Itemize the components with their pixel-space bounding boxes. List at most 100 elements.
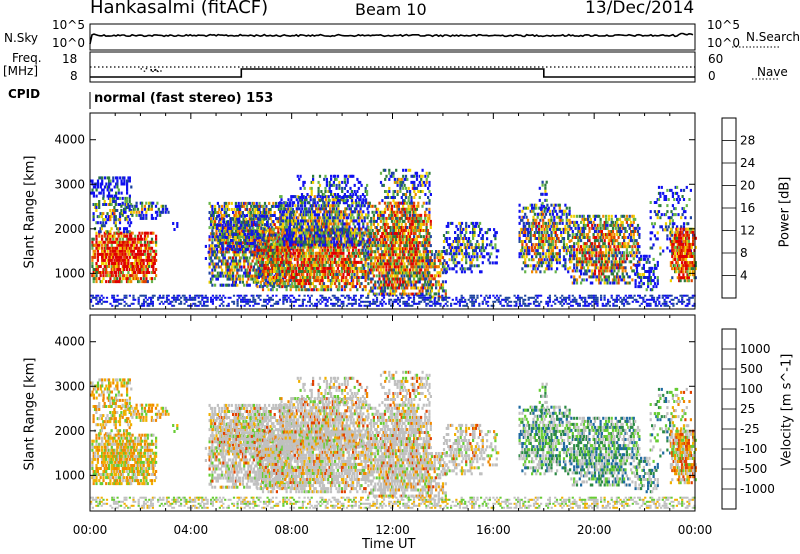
power-cell	[98, 200, 101, 203]
power-cell	[263, 214, 266, 218]
power-cell	[233, 283, 236, 287]
power-cell	[102, 188, 105, 192]
power-cell	[132, 237, 136, 241]
power-cell	[225, 268, 228, 272]
power-cell	[378, 286, 381, 290]
power-cell	[233, 250, 236, 254]
power-cell	[349, 263, 352, 267]
power-cell	[383, 256, 387, 260]
power-cell	[396, 207, 399, 211]
power-cell	[375, 210, 378, 214]
power-cell	[316, 242, 319, 246]
power-cell	[327, 248, 330, 252]
power-cell	[119, 268, 122, 271]
power-cell	[424, 210, 427, 214]
power-cell	[134, 277, 137, 281]
power-cell	[375, 268, 378, 272]
power-cell	[295, 207, 298, 211]
power-cell	[331, 279, 334, 283]
power-cell	[386, 271, 389, 275]
power-cell	[96, 182, 100, 186]
power-cell	[318, 248, 321, 252]
power-cell	[230, 277, 233, 281]
power-cell	[370, 241, 373, 245]
power-cell	[272, 214, 275, 217]
power-cell	[295, 210, 298, 214]
power-cell	[356, 270, 359, 273]
power-cell	[219, 247, 222, 251]
power-cell	[268, 233, 272, 237]
power-cell	[344, 213, 347, 217]
power-cell	[96, 243, 99, 247]
power-cell	[137, 255, 140, 259]
power-cell	[103, 255, 106, 259]
power-cell	[393, 280, 396, 284]
power-cell	[99, 240, 102, 244]
power-cell	[348, 213, 351, 217]
power-cell	[232, 223, 235, 227]
power-cell	[111, 196, 115, 200]
power-cell	[311, 245, 314, 249]
power-cell	[227, 274, 231, 278]
power-cell	[288, 248, 291, 252]
power-cell	[334, 174, 337, 178]
power-cell	[277, 245, 280, 249]
power-cell	[94, 268, 97, 271]
power-cell	[219, 220, 222, 224]
power-cell	[114, 209, 117, 212]
power-cell	[379, 286, 382, 290]
power-cell	[366, 183, 369, 187]
power-cell	[406, 247, 409, 251]
power-cell	[231, 248, 234, 252]
power-cell	[397, 229, 400, 232]
power-cell	[298, 177, 301, 181]
power-cell	[402, 238, 405, 242]
power-cell	[371, 229, 374, 232]
power-cell	[374, 204, 377, 208]
power-cell	[370, 286, 373, 290]
power-cell	[353, 276, 356, 279]
power-cell	[138, 252, 141, 256]
power-cell	[340, 279, 344, 283]
power-cell	[340, 213, 343, 217]
power-cell	[235, 217, 238, 221]
power-cell	[304, 228, 307, 232]
power-cell	[317, 276, 320, 279]
power-cell	[258, 208, 261, 211]
power-cell	[383, 222, 387, 226]
power-cell	[99, 212, 102, 216]
power-cell	[226, 283, 229, 287]
power-cell	[114, 277, 117, 281]
power-cell	[107, 262, 111, 265]
power-cell	[254, 268, 257, 272]
power-cell	[254, 217, 257, 221]
power-cell	[327, 285, 330, 289]
power-cell	[248, 238, 251, 242]
power-cell	[306, 273, 309, 276]
power-cell	[221, 259, 224, 263]
power-cell	[335, 273, 338, 276]
power-cell	[222, 250, 225, 254]
power-cell	[319, 225, 322, 229]
power-cell	[299, 228, 303, 232]
power-cell	[393, 232, 396, 235]
power-cell	[371, 265, 374, 269]
power-cell	[316, 207, 319, 211]
power-cell	[309, 276, 312, 279]
power-cell	[208, 256, 211, 260]
power-cell	[337, 222, 340, 226]
power-cell	[106, 258, 109, 262]
power-cell	[308, 195, 311, 199]
power-cell	[385, 274, 388, 278]
power-cell	[283, 226, 286, 230]
power-cell	[332, 174, 335, 178]
power-cell	[255, 262, 258, 266]
power-cell	[293, 254, 296, 258]
power-cell	[304, 242, 308, 246]
power-cell	[156, 201, 159, 205]
power-cell	[268, 208, 271, 211]
power-cell	[136, 207, 140, 211]
power-cell	[313, 195, 316, 199]
power-cell	[247, 271, 250, 275]
power-cell	[377, 216, 380, 220]
